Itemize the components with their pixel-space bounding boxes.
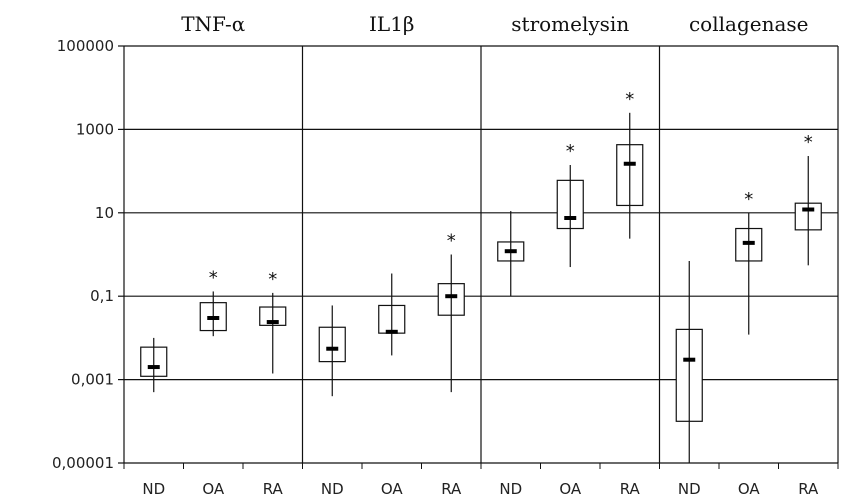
significance-star: * — [625, 89, 634, 110]
y-tick-label: 0,1 — [90, 287, 114, 305]
significance-star: * — [209, 267, 218, 288]
x-tick-label: OA — [559, 480, 582, 498]
y-tick-label: 0,00001 — [52, 454, 114, 472]
x-tick-label: RA — [798, 480, 819, 498]
significance-star: * — [744, 189, 753, 210]
x-tick-label: RA — [441, 480, 462, 498]
y-tick-label: 0,001 — [71, 371, 114, 389]
significance-star: * — [447, 231, 456, 252]
x-tick-label: ND — [499, 480, 522, 498]
x-tick-label: ND — [321, 480, 344, 498]
y-tick-label: 10 — [95, 204, 114, 222]
significance-star: * — [804, 132, 813, 153]
x-tick-label: ND — [142, 480, 165, 498]
x-tick-label: RA — [263, 480, 284, 498]
panel-title: IL1β — [369, 12, 414, 36]
x-tick-label: OA — [381, 480, 404, 498]
y-tick-label: 1000 — [76, 120, 114, 138]
y-tick-label: 100000 — [57, 37, 114, 55]
x-tick-label: ND — [678, 480, 701, 498]
x-tick-label: OA — [202, 480, 225, 498]
significance-star: * — [268, 269, 277, 290]
panel-title: TNF-α — [181, 12, 245, 36]
x-tick-label: RA — [620, 480, 641, 498]
panel-title: collagenase — [689, 12, 809, 36]
x-tick-label: OA — [738, 480, 761, 498]
panel-title: stromelysin — [511, 12, 629, 36]
significance-star: * — [566, 141, 575, 162]
